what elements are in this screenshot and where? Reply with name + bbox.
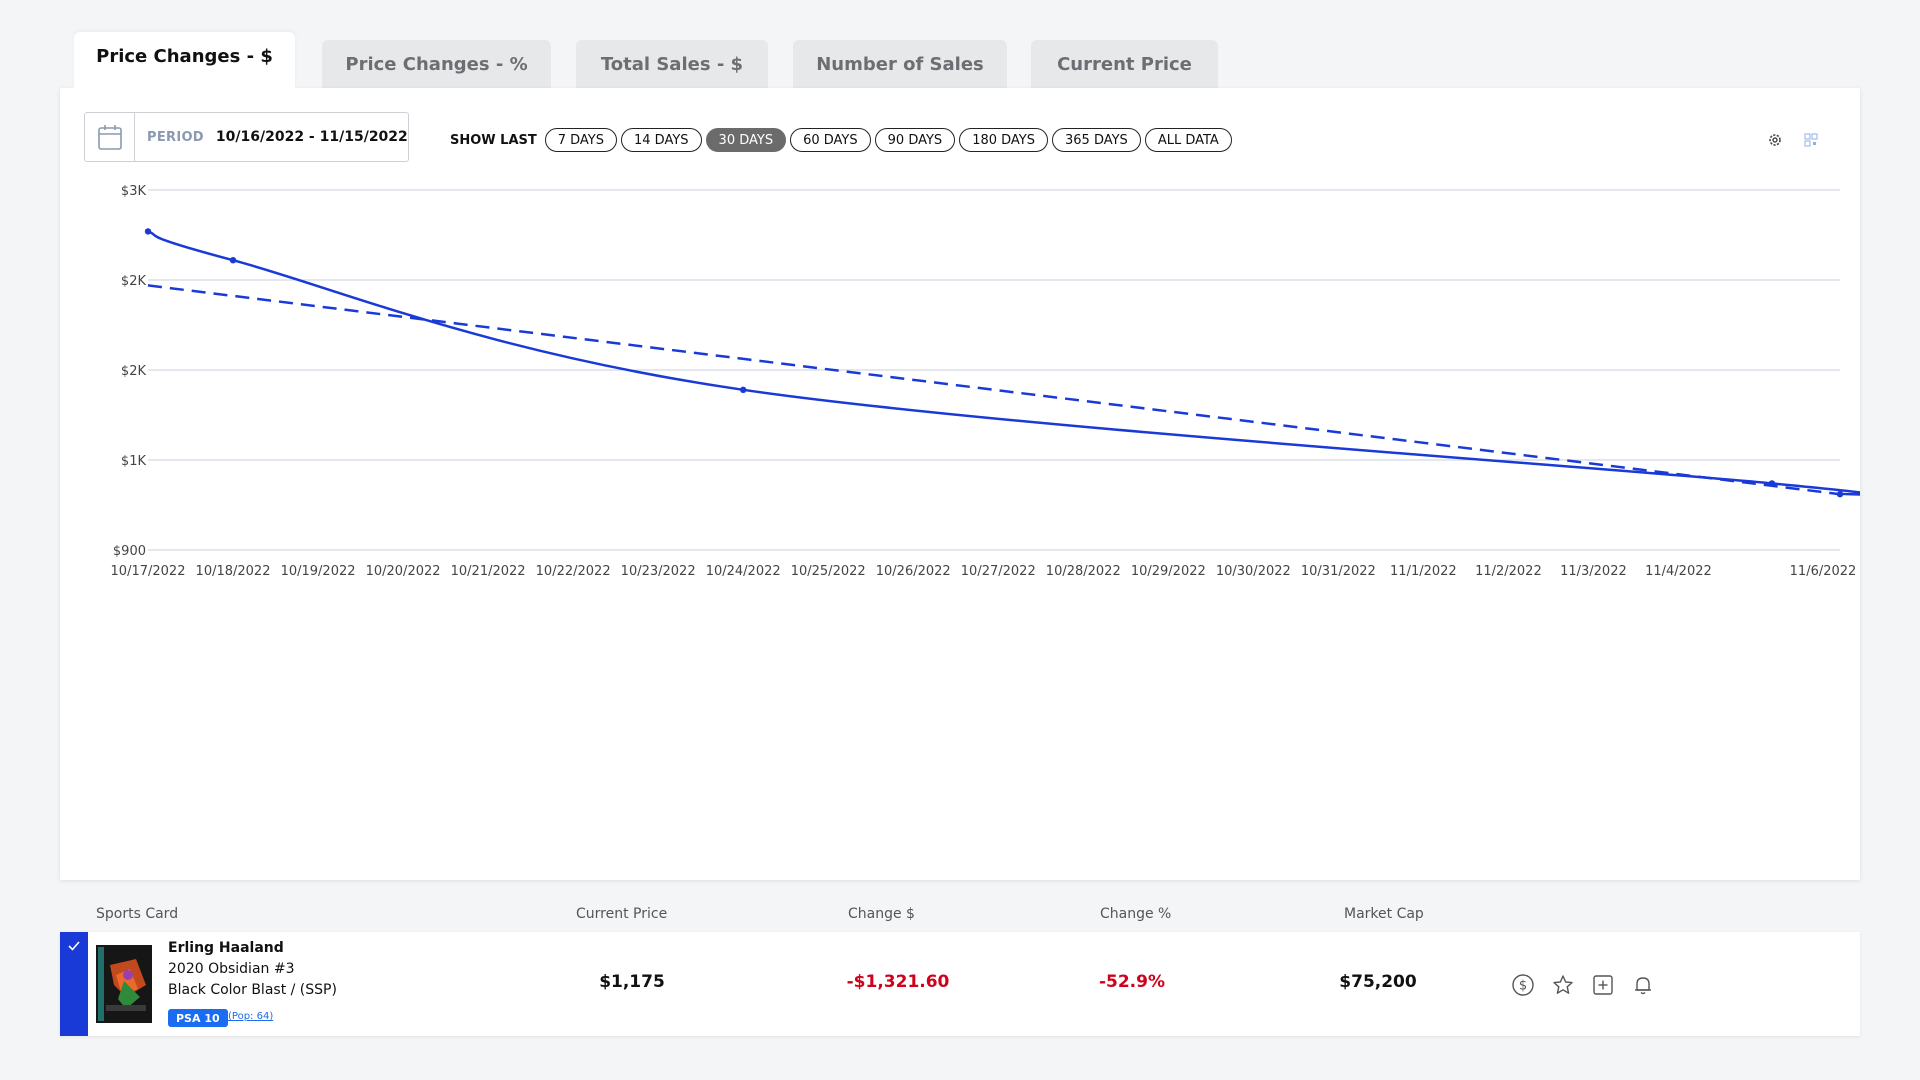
change-percent-value: -52.9% xyxy=(1098,972,1166,992)
x-tick-label: 11/3/2022 xyxy=(1560,564,1627,579)
header-change-percent: Change % xyxy=(1100,906,1172,922)
x-tick-label: 10/31/2022 xyxy=(1301,564,1376,579)
check-icon xyxy=(68,941,80,951)
card-variant: Black Color Blast / (SSP) xyxy=(168,982,337,998)
header-current-price: Current Price xyxy=(576,906,668,922)
y-tick-label: $2K xyxy=(121,364,147,379)
range-90-days[interactable]: 90 DAYS xyxy=(874,128,956,152)
period-label: PERIOD xyxy=(147,129,204,145)
data-point xyxy=(229,257,237,264)
tab-number-of-sales[interactable]: Number of Sales xyxy=(793,40,1007,88)
y-tick-label: $2K xyxy=(121,274,147,289)
x-tick-label: 10/17/2022 xyxy=(111,564,186,579)
tab-price-changes-dollar[interactable]: Price Changes - $ xyxy=(74,32,295,88)
period-value: 10/16/2022 - 11/15/2022 xyxy=(215,129,408,145)
star-icon[interactable] xyxy=(1550,972,1576,998)
population-link[interactable]: (Pop: 64) xyxy=(228,1011,274,1022)
data-point xyxy=(1836,491,1844,498)
change-dollar-value: -$1,321.60 xyxy=(846,972,950,992)
data-point xyxy=(1768,480,1776,487)
x-tick-label: 11/6/2022 xyxy=(1790,564,1857,579)
chart-panel: PERIOD 10/16/2022 - 11/15/2022 SHOW LAST… xyxy=(60,88,1860,880)
y-tick-label: $1K xyxy=(121,454,147,469)
header-sports-card: Sports Card xyxy=(96,906,179,922)
x-tick-label: 11/1/2022 xyxy=(1390,564,1457,579)
tab-label: Total Sales - $ xyxy=(600,53,744,75)
data-point xyxy=(144,228,152,235)
y-tick-label: $3K xyxy=(121,184,147,199)
tab-label: Price Changes - % xyxy=(345,53,528,75)
qr-code-icon[interactable] xyxy=(1799,128,1823,152)
tab-current-price[interactable]: Current Price xyxy=(1031,40,1218,88)
range-365-days[interactable]: 365 DAYS xyxy=(1052,128,1141,152)
tab-label: Number of Sales xyxy=(816,53,984,75)
svg-text:$: $ xyxy=(1519,979,1527,994)
show-last-label: SHOW LAST xyxy=(450,132,537,148)
show-last-group: SHOW LAST 7 DAYS 14 DAYS 30 DAYS 60 DAYS… xyxy=(450,128,1236,152)
header-change-dollar: Change $ xyxy=(848,906,915,922)
tab-label: Current Price xyxy=(1057,53,1192,75)
dollar-icon[interactable]: $ xyxy=(1510,972,1536,998)
table-row[interactable]: Erling Haaland 2020 Obsidian #3 Black Co… xyxy=(60,932,1860,1036)
x-tick-label: 10/27/2022 xyxy=(961,564,1036,579)
period-picker[interactable]: PERIOD 10/16/2022 - 11/15/2022 xyxy=(84,112,409,162)
card-thumbnail[interactable] xyxy=(96,945,152,1023)
header-market-cap: Market Cap xyxy=(1344,906,1424,922)
x-tick-label: 11/2/2022 xyxy=(1475,564,1542,579)
card-set-name: 2020 Obsidian #3 xyxy=(168,961,295,977)
x-tick-label: 11/4/2022 xyxy=(1645,564,1712,579)
x-tick-label: 10/22/2022 xyxy=(536,564,611,579)
table-header: Sports Card Current Price Change $ Chang… xyxy=(60,906,1860,926)
tab-price-changes-percent[interactable]: Price Changes - % xyxy=(322,40,551,88)
x-tick-label: 10/23/2022 xyxy=(621,564,696,579)
x-tick-label: 10/20/2022 xyxy=(366,564,441,579)
grade-badge: PSA 10 xyxy=(168,1009,228,1027)
x-tick-label: 10/18/2022 xyxy=(196,564,271,579)
range-all-data[interactable]: ALL DATA xyxy=(1144,128,1232,152)
trend-line xyxy=(147,284,1841,496)
bell-icon[interactable] xyxy=(1630,972,1656,998)
card-player-name[interactable]: Erling Haaland xyxy=(168,940,284,956)
range-7-days[interactable]: 7 DAYS xyxy=(544,128,617,152)
calendar-icon[interactable] xyxy=(85,113,135,161)
x-tick-label: 10/24/2022 xyxy=(706,564,781,579)
data-point xyxy=(739,386,747,393)
range-60-days[interactable]: 60 DAYS xyxy=(790,128,871,152)
x-tick-label: 10/21/2022 xyxy=(451,564,526,579)
x-tick-label: 10/30/2022 xyxy=(1216,564,1291,579)
price-line-chart: $3K $2K $2K $1K $900 10/17/2022 10/18/2022 10/… xyxy=(111,184,1860,579)
tab-label: Price Changes - $ xyxy=(96,45,273,67)
x-tick-label: 10/29/2022 xyxy=(1131,564,1206,579)
current-price-value: $1,175 xyxy=(599,972,665,992)
add-to-collection-icon[interactable] xyxy=(1590,972,1616,998)
range-14-days[interactable]: 14 DAYS xyxy=(621,128,702,152)
x-tick-label: 10/26/2022 xyxy=(876,564,951,579)
range-30-days[interactable]: 30 DAYS xyxy=(705,128,787,152)
x-tick-label: 10/25/2022 xyxy=(791,564,866,579)
market-cap-value: $75,200 xyxy=(1339,972,1417,992)
price-line xyxy=(147,230,1860,496)
y-tick-label: $900 xyxy=(113,544,146,559)
range-180-days[interactable]: 180 DAYS xyxy=(959,128,1048,152)
x-tick-label: 10/28/2022 xyxy=(1046,564,1121,579)
row-select-checkbox[interactable] xyxy=(60,932,88,1036)
tab-total-sales[interactable]: Total Sales - $ xyxy=(576,40,768,88)
x-tick-label: 10/19/2022 xyxy=(281,564,356,579)
gear-icon[interactable] xyxy=(1763,128,1787,152)
